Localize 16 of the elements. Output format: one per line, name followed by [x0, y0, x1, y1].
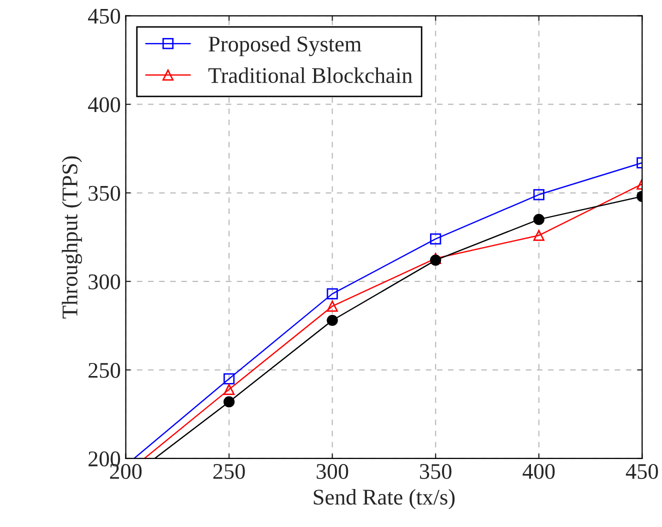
- y-tick-label: 300: [88, 274, 120, 290]
- x-tick-label: 300: [316, 464, 348, 479]
- x-tick-label: 350: [420, 464, 452, 479]
- y-axis-title: Throughput (TPS): [62, 156, 82, 319]
- x-tick-label: 400: [522, 464, 555, 479]
- y-tick-label: 250: [88, 362, 120, 378]
- x-axis-title: Send Rate (tx/s): [314, 489, 455, 510]
- y-tick-label: 350: [88, 186, 120, 201]
- x-tick-label: 200: [110, 464, 142, 479]
- x-tick-label: 450: [626, 464, 658, 479]
- legend-label: Proposed System: [208, 36, 362, 56]
- legend-label: Traditional Blockchain: [208, 67, 412, 84]
- y-tick-label: 400: [88, 97, 120, 112]
- x-tick-label: 250: [213, 464, 245, 479]
- y-tick-label: 200: [88, 451, 120, 466]
- y-tick-label: 450: [88, 8, 120, 24]
